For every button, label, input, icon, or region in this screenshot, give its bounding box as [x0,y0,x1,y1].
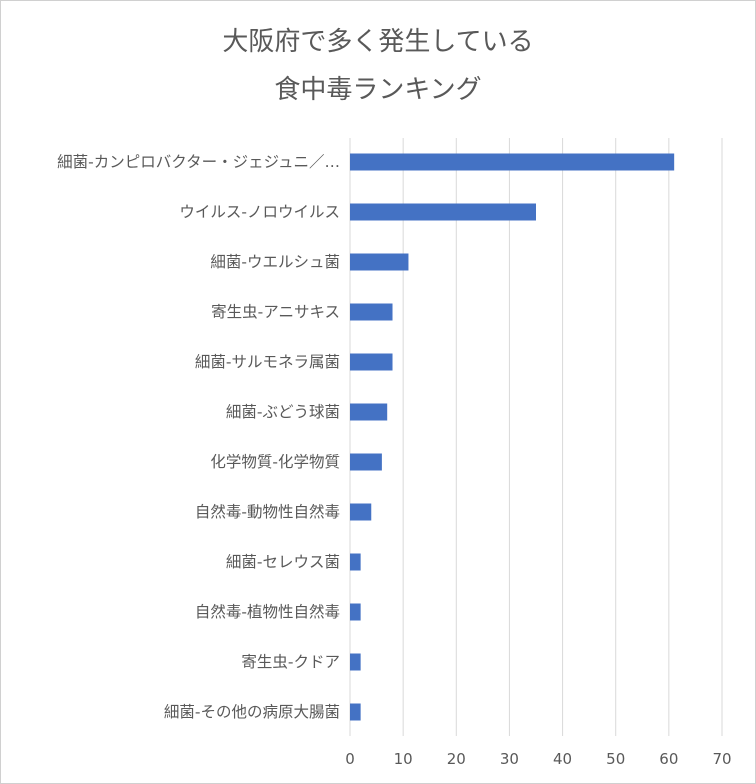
category-label: 化学物質-化学物質 [210,453,340,471]
category-label: 寄生虫-アニサキス [211,303,340,321]
bar [350,353,393,371]
category-label: 細菌-ウエルシュ菌 [210,253,340,271]
x-tick-label: 10 [394,750,413,768]
chart-title-line-1: 大阪府で多く発生している [222,27,534,57]
x-tick-label: 30 [500,750,519,768]
bar [350,453,382,471]
x-tick-label: 50 [606,750,625,768]
bar [350,553,361,571]
category-label: ウイルス-ノロウイルス [179,203,340,221]
bars [350,153,675,721]
x-tick-label: 20 [447,750,466,768]
x-tick-label: 70 [712,750,731,768]
category-label: 細菌-カンピロバクター・ジェジュニ／… [57,153,340,171]
x-tick-label: 40 [553,750,572,768]
bar [350,203,536,221]
bar [350,253,409,271]
x-tick-label: 0 [345,750,355,768]
category-label: 細菌-その他の病原大腸菌 [164,703,340,721]
category-labels: 細菌-カンピロバクター・ジェジュニ／…ウイルス-ノロウイルス細菌-ウエルシュ菌寄… [57,153,340,721]
category-label: 寄生虫-クドア [241,653,340,671]
category-label: 細菌-セレウス菌 [226,553,340,571]
gridlines [349,138,723,736]
bar [350,653,361,671]
bar [350,303,393,321]
x-tick-label: 60 [659,750,678,768]
bar [350,703,361,721]
bar [350,153,675,171]
category-label: 細菌-ぶどう球菌 [226,403,340,421]
bar [350,603,361,621]
category-label: 自然毒-植物性自然毒 [195,603,340,621]
bar [350,503,372,521]
category-label: 細菌-サルモネラ属菌 [195,353,340,371]
bar [350,403,388,421]
x-axis-tick-labels: 0 10 20 30 40 50 60 70 [345,750,731,768]
chart-title-line-2: 食中毒ランキング [274,75,482,105]
category-label: 自然毒-動物性自然毒 [195,503,340,521]
chart-title: 大阪府で多く発生している 食中毒ランキング [0,18,756,114]
